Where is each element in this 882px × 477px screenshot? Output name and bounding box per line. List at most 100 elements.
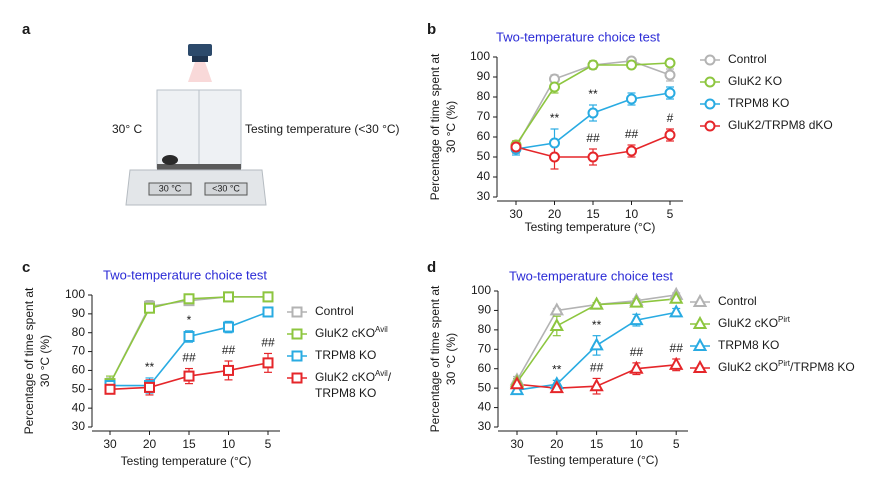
x-tick-label: 30 — [103, 437, 117, 451]
marker — [510, 141, 522, 153]
marker — [223, 321, 234, 333]
marker — [262, 306, 274, 318]
legend-label: GluK2 KO — [728, 74, 782, 88]
y-tick-label: 50 — [477, 149, 491, 163]
legend-item: GluK2 cKOPirt/TRPM8 KO — [690, 359, 855, 375]
significance-label: ## — [586, 131, 600, 145]
legend-item: GluK2 cKOAvil — [287, 325, 388, 341]
y-axis-label: 30 °C (%) — [38, 335, 52, 387]
y-axis-label: 30 °C (%) — [444, 333, 458, 385]
marker — [549, 302, 564, 316]
significance-label: ** — [145, 360, 155, 374]
device-base — [125, 169, 267, 206]
x-axis-label: Testing temperature (°C) — [525, 220, 656, 234]
marker — [704, 76, 716, 88]
marker — [664, 129, 676, 141]
marker — [626, 93, 637, 105]
legend-item: TRPM8 KO — [700, 96, 789, 110]
y-tick-label: 80 — [477, 89, 491, 103]
marker — [509, 376, 525, 390]
y-tick-label: 40 — [72, 400, 86, 414]
marker — [549, 151, 560, 163]
y-tick-label: 50 — [72, 381, 86, 395]
legend-item: GluK2 cKOPirt — [690, 315, 791, 331]
x-tick-label: 5 — [673, 437, 680, 451]
marker — [626, 59, 637, 71]
marker — [223, 364, 234, 376]
marker — [692, 359, 708, 373]
x-axis-label: Testing temperature (°C) — [528, 453, 659, 467]
legend-item: GluK2/TRPM8 dKO — [700, 118, 833, 132]
marker — [704, 98, 716, 110]
chart: b Two-temperature choice test Percentage o… — [427, 21, 833, 234]
marker — [704, 120, 716, 132]
legend-label: GluK2/TRPM8 dKO — [728, 118, 833, 132]
marker — [669, 304, 684, 318]
marker — [664, 57, 676, 69]
panel-label: a — [22, 21, 31, 38]
legend-label: TRPM8 KO — [718, 338, 779, 352]
significance-label: ** — [552, 363, 562, 377]
legend-label-part: TRPM8 KO — [315, 386, 376, 400]
y-tick-label: 90 — [72, 306, 86, 320]
marker — [291, 350, 303, 362]
x-tick-label: 30 — [509, 207, 523, 221]
plate-left-label: 30 °C — [159, 183, 182, 193]
left-label: 30° C — [112, 122, 142, 136]
marker — [262, 291, 274, 303]
marker — [549, 380, 564, 394]
marker — [549, 137, 560, 149]
y-tick-label: 70 — [478, 341, 492, 355]
legend-label: GluK2 cKOPirt/TRPM8 KO — [718, 359, 855, 375]
legend-label: GluK2 cKOAvil — [315, 325, 388, 341]
y-tick-label: 80 — [478, 322, 492, 336]
legend-label-part: GluK2 cKO — [718, 360, 778, 374]
marker — [589, 296, 604, 310]
marker — [692, 315, 708, 329]
marker — [629, 360, 644, 374]
legend-item: GluK2 KO — [700, 74, 782, 88]
legend-label: TRPM8 KO — [315, 348, 376, 362]
significance-label: ## — [630, 345, 644, 359]
legend-item: Control — [700, 52, 767, 66]
marker — [692, 293, 708, 307]
marker — [223, 291, 234, 303]
x-tick-label: 15 — [586, 207, 600, 221]
y-tick-label: 40 — [478, 400, 492, 414]
marker — [704, 54, 716, 66]
marker — [629, 312, 644, 326]
marker — [183, 370, 195, 382]
chart-title: Two-temperature choice test — [103, 267, 267, 282]
x-tick-label: 5 — [667, 207, 674, 221]
panel-label: c — [22, 259, 30, 276]
x-tick-label: 10 — [222, 437, 236, 451]
legend-item: Control — [690, 293, 757, 308]
y-tick-label: 60 — [477, 129, 491, 143]
y-tick-label: 30 — [477, 189, 491, 203]
legend-label-part: GluK2 cKO — [315, 326, 375, 340]
marker — [587, 151, 599, 163]
x-tick-label: 30 — [510, 437, 524, 451]
x-tick-label: 15 — [182, 437, 196, 451]
mouse — [162, 155, 178, 165]
legend-label: TRPM8 KO — [315, 386, 376, 400]
plate-left — [148, 182, 192, 196]
y-axis-label: Percentage of time spent at — [22, 287, 36, 434]
y-tick-label: 90 — [477, 69, 491, 83]
legend-label-part: GluK2 cKO — [315, 370, 375, 384]
y-tick-label: 100 — [471, 283, 491, 297]
marker — [626, 145, 637, 157]
marker — [589, 378, 604, 392]
legend-label-part: Avil — [375, 325, 388, 334]
chart: d Two-temperature choice test Percentage o… — [427, 259, 855, 467]
y-tick-label: 100 — [65, 287, 85, 301]
y-tick-label: 80 — [72, 325, 86, 339]
marker — [692, 337, 708, 351]
marker — [669, 290, 684, 304]
legend-label-part: / — [388, 370, 392, 384]
x-tick-label: 5 — [265, 437, 272, 451]
legend-label: GluK2 cKOPirt — [718, 315, 791, 331]
x-tick-label: 10 — [625, 207, 639, 221]
significance-label: * — [187, 313, 192, 327]
x-tick-label: 20 — [550, 437, 564, 451]
